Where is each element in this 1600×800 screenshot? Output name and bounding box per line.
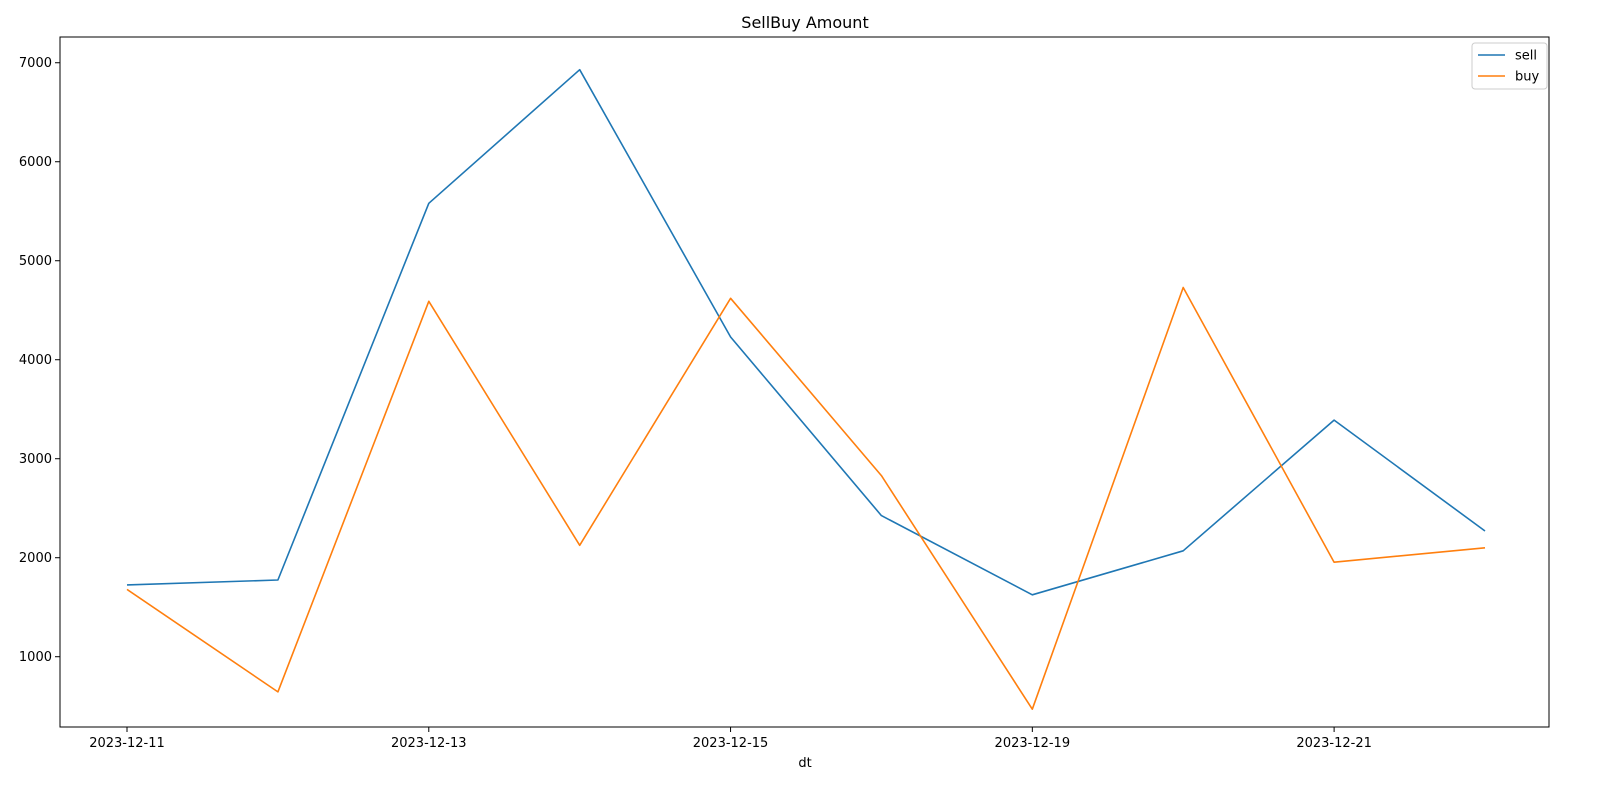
y-tick-label: 7000 bbox=[19, 56, 52, 71]
y-tick-label: 1000 bbox=[19, 650, 52, 665]
plot-area bbox=[59, 36, 1550, 728]
y-tick-label: 3000 bbox=[19, 452, 52, 467]
series-line-sell bbox=[126, 68, 1486, 596]
x-tick-label: 2023-12-21 bbox=[1296, 736, 1372, 751]
x-tick-label: 2023-12-13 bbox=[391, 736, 467, 751]
y-tick-label: 6000 bbox=[19, 155, 52, 170]
series-line-buy bbox=[126, 286, 1486, 711]
x-tick-label: 2023-12-11 bbox=[89, 736, 165, 751]
legend-label-sell: sell bbox=[1515, 49, 1537, 64]
y-tick-label: 2000 bbox=[19, 551, 52, 566]
x-tick-label: 2023-12-19 bbox=[995, 736, 1071, 751]
series-group bbox=[126, 68, 1486, 711]
x-axis: 2023-12-11 2023-12-13 2023-12-15 2023-12-19… bbox=[89, 727, 1372, 751]
x-tick-label: 2023-12-15 bbox=[693, 736, 769, 751]
y-tick-label: 4000 bbox=[19, 353, 52, 368]
legend-label-buy: buy bbox=[1515, 70, 1539, 85]
chart-title: SellBuy Amount bbox=[741, 13, 868, 32]
x-axis-label: dt bbox=[798, 756, 811, 771]
legend: sell buy bbox=[1471, 42, 1548, 90]
y-axis: 1000 2000 3000 4000 5000 6000 7000 bbox=[19, 56, 60, 665]
y-tick-label: 5000 bbox=[19, 254, 52, 269]
